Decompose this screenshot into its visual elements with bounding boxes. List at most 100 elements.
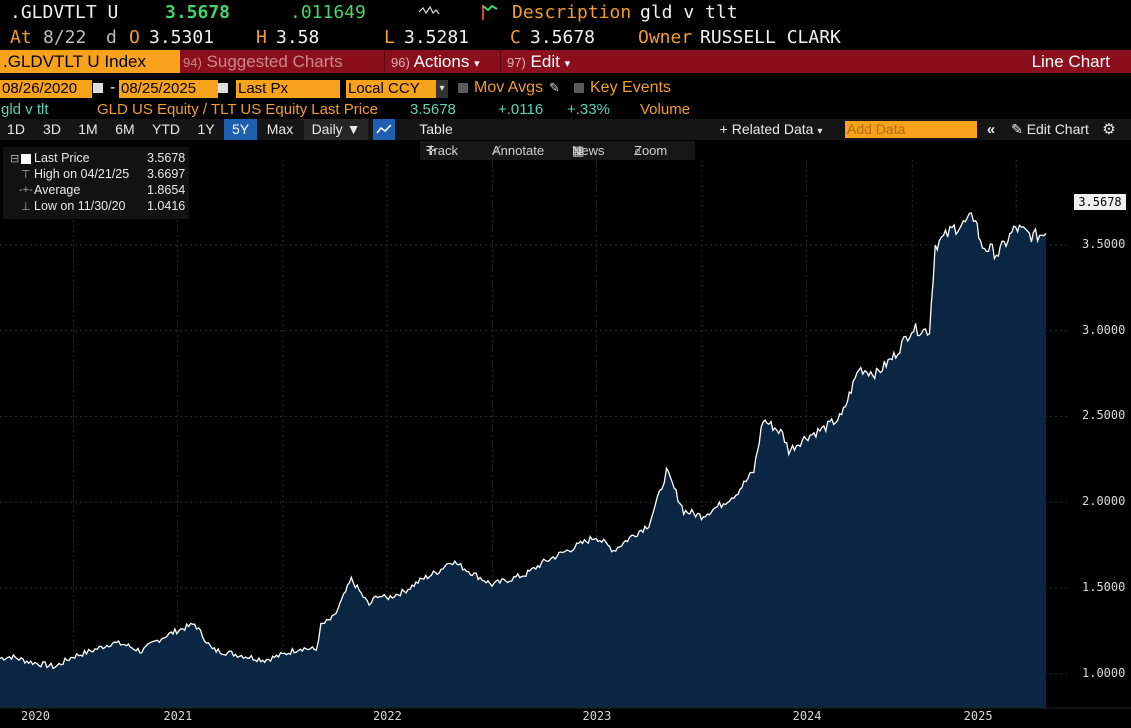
actions-caret-icon: ▾ (474, 58, 480, 70)
related-data-button[interactable]: + Related Data ▾ (710, 119, 832, 140)
pencil-icon[interactable]: ✎ (549, 80, 560, 95)
frequency-select[interactable]: Daily ▼ (304, 119, 368, 140)
collapse-box-icon[interactable]: ⊟ (10, 153, 20, 165)
annotate-label: Annotate (492, 143, 545, 158)
legend-average-label: Average (34, 183, 81, 197)
news-icon: ▦ (572, 143, 585, 158)
description-value: gld v tlt (640, 2, 738, 23)
y-tick-label: 1.0000 (1082, 665, 1126, 680)
edit-label: Edit (530, 52, 560, 71)
edit-chart-button[interactable]: ✎ Edit Chart (1004, 119, 1096, 140)
low-value: 3.5281 (404, 27, 470, 48)
legend-high-row: ⊤ High on 04/21/25 3.6697 (3, 167, 189, 183)
series-pct: +.33% (567, 101, 610, 118)
header-row-2: At 8/22 d O 3.5301 H 3.58 L 3.5281 C 3.5… (0, 26, 1131, 50)
chart-toolbar: 1D 3D 1M 6M YTD 1Y 5Y Max Daily ▼ Table … (0, 119, 1131, 140)
chart-legend: ⊟ Last Price 3.5678 ⊤ High on 04/21/25 3… (3, 147, 189, 219)
owner-label: Owner (638, 27, 693, 48)
menu-bar: .GLDVTLT U Index 94) Suggested Charts 96… (0, 50, 1131, 73)
currency-caret-icon[interactable]: ▾ (436, 80, 448, 98)
suggested-label: Suggested Charts (206, 52, 343, 71)
legend-last-row: ⊟ Last Price 3.5678 (3, 151, 189, 167)
high-marker-icon: ⊤ (21, 169, 31, 181)
period-6m[interactable]: 6M (115, 121, 135, 137)
net-change: .011649 (290, 2, 366, 23)
table-button[interactable]: Table (419, 121, 453, 137)
series-area (0, 213, 1046, 708)
key-events-toggle[interactable]: Key Events (574, 79, 671, 97)
checkbox-icon (574, 82, 584, 93)
frequency-caret-icon: ▼ (346, 121, 361, 137)
calendar-icon[interactable] (218, 83, 228, 93)
period-ytd[interactable]: YTD (152, 121, 180, 137)
start-date-field[interactable]: 08/26/2020 (0, 80, 92, 98)
security-field[interactable]: .GLDVTLT U Index (0, 50, 180, 73)
low-label: L (384, 27, 395, 48)
edit-caret-icon: ▾ (564, 58, 571, 70)
edit-menu[interactable]: 97) Edit ▾ (500, 50, 588, 73)
period-5y[interactable]: 5Y (224, 119, 257, 140)
y-tick-label: 2.0000 (1082, 494, 1126, 509)
related-caret-icon: ▾ (817, 126, 823, 137)
related-data-label: + Related Data (719, 121, 814, 137)
open-value: 3.5301 (149, 27, 215, 48)
frequency-label: Daily (311, 121, 343, 137)
zoom-label: Zoom (634, 143, 668, 158)
legend-low-label: Low on 11/30/20 (34, 199, 126, 213)
y-tick-label: 3.0000 (1082, 322, 1126, 337)
edit-number: 97) (507, 55, 526, 70)
legend-high-value: 3.6697 (147, 167, 186, 181)
y-tick-label: 2.5000 (1082, 408, 1126, 423)
annotate-icon: ⟋ (492, 143, 502, 158)
period-max[interactable]: Max (266, 121, 294, 137)
period-1y[interactable]: 1Y (197, 121, 215, 137)
controls-row: 08/26/2020 - 08/25/2025 Last Px Local CC… (0, 78, 1131, 100)
field-select[interactable]: Last Px (236, 80, 340, 98)
line-chart-icon[interactable] (373, 119, 395, 140)
suggested-number: 94) (183, 55, 202, 70)
suggested-charts-menu[interactable]: 94) Suggested Charts (183, 50, 383, 73)
calendar-icon[interactable] (93, 83, 103, 93)
collapse-icon[interactable]: « (986, 121, 996, 138)
ticker: .GLDVTLT U (10, 2, 119, 23)
flag-icon[interactable] (480, 3, 500, 21)
series-line (0, 212, 1047, 670)
owner-value: RUSSELL CLARK (700, 27, 841, 48)
x-tick-label: 2025 (963, 709, 993, 723)
track-label: Track (426, 143, 459, 158)
chart-type-label: Line Chart (1031, 52, 1110, 71)
close-label: C (510, 27, 521, 48)
x-tick-label: 2021 (163, 709, 193, 723)
period-3d[interactable]: 3D (43, 121, 61, 137)
volume-label: Volume (640, 101, 691, 118)
low-marker-icon: ⊥ (21, 201, 31, 213)
period-1d[interactable]: 1D (7, 121, 25, 137)
last-price: 3.5678 (165, 2, 231, 23)
end-date-field[interactable]: 08/25/2025 (119, 80, 218, 98)
header-row-1: .GLDVTLT U 3.5678 .011649 Description gl… (0, 0, 1131, 26)
description-label: Description (512, 2, 632, 23)
actions-label: Actions (413, 52, 470, 71)
last-swatch-icon (21, 154, 31, 164)
y-tick-label: 3.5000 (1082, 237, 1126, 252)
legend-low-row: ⊥ Low on 11/30/20 1.0416 (3, 199, 189, 215)
actions-number: 96) (391, 55, 410, 70)
legend-high-label: High on 04/21/25 (34, 167, 130, 181)
period-1m[interactable]: 1M (78, 121, 98, 137)
price-chart[interactable] (0, 140, 1131, 728)
at-value: 8/22 (43, 27, 87, 48)
crosshair-icon: ✛ (426, 143, 437, 158)
add-data-input[interactable]: Add Data (845, 121, 977, 138)
currency-select[interactable]: Local CCY (346, 80, 436, 98)
legend-average-row: -+- Average 1.8654 (3, 183, 189, 199)
mov-avgs-toggle[interactable]: Mov Avgs (458, 79, 543, 97)
sparkline-icon[interactable] (418, 4, 440, 18)
x-tick-label: 2020 (21, 709, 50, 723)
legend-average-value: 1.8654 (147, 183, 186, 197)
mov-avgs-label: Mov Avgs (474, 79, 544, 96)
high-label: H (256, 27, 267, 48)
x-tick-label: 2022 (372, 709, 402, 723)
actions-menu[interactable]: 96) Actions ▾ (384, 50, 499, 73)
settings-gear-icon[interactable]: ⚙ (1102, 121, 1116, 138)
legend-low-value: 1.0416 (147, 199, 186, 213)
